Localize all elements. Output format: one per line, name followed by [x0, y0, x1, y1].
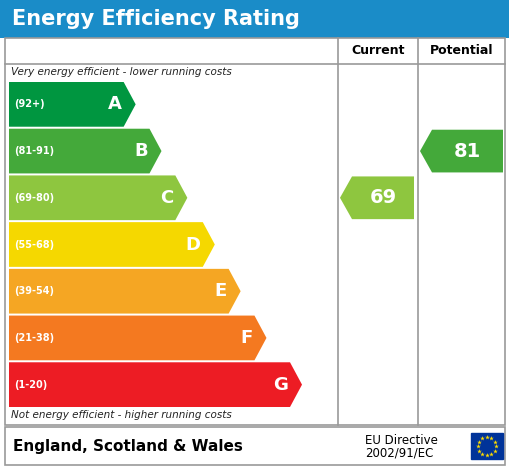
Text: (1-20): (1-20) — [14, 380, 47, 389]
Text: E: E — [214, 282, 227, 300]
Text: Not energy efficient - higher running costs: Not energy efficient - higher running co… — [11, 410, 232, 420]
Text: A: A — [108, 95, 122, 113]
Bar — [471, 433, 503, 459]
Polygon shape — [9, 82, 136, 127]
Text: (21-38): (21-38) — [14, 333, 54, 343]
Bar — [0, 0, 509, 38]
Text: 81: 81 — [454, 142, 481, 161]
Text: 2002/91/EC: 2002/91/EC — [365, 446, 433, 460]
Polygon shape — [9, 176, 187, 220]
Text: Very energy efficient - lower running costs: Very energy efficient - lower running co… — [11, 67, 232, 77]
Text: (69-80): (69-80) — [14, 193, 54, 203]
Text: B: B — [134, 142, 148, 160]
Polygon shape — [9, 362, 302, 407]
Text: 69: 69 — [370, 188, 397, 207]
Polygon shape — [340, 177, 414, 219]
Polygon shape — [9, 316, 267, 360]
Text: (92+): (92+) — [14, 99, 45, 109]
Bar — [5, 38, 505, 425]
Text: (55-68): (55-68) — [14, 240, 54, 249]
Text: C: C — [160, 189, 174, 207]
Polygon shape — [9, 222, 215, 267]
Polygon shape — [420, 130, 503, 172]
Text: (39-54): (39-54) — [14, 286, 54, 296]
Text: England, Scotland & Wales: England, Scotland & Wales — [13, 439, 243, 453]
Text: Potential: Potential — [430, 44, 493, 57]
Text: D: D — [186, 235, 201, 254]
Bar — [5, 427, 505, 465]
Text: Current: Current — [351, 44, 405, 57]
Text: F: F — [240, 329, 252, 347]
Text: EU Directive: EU Directive — [365, 434, 438, 447]
Polygon shape — [9, 129, 161, 173]
Text: Energy Efficiency Rating: Energy Efficiency Rating — [12, 9, 300, 29]
Text: G: G — [273, 375, 288, 394]
Polygon shape — [9, 269, 241, 313]
Text: (81-91): (81-91) — [14, 146, 54, 156]
